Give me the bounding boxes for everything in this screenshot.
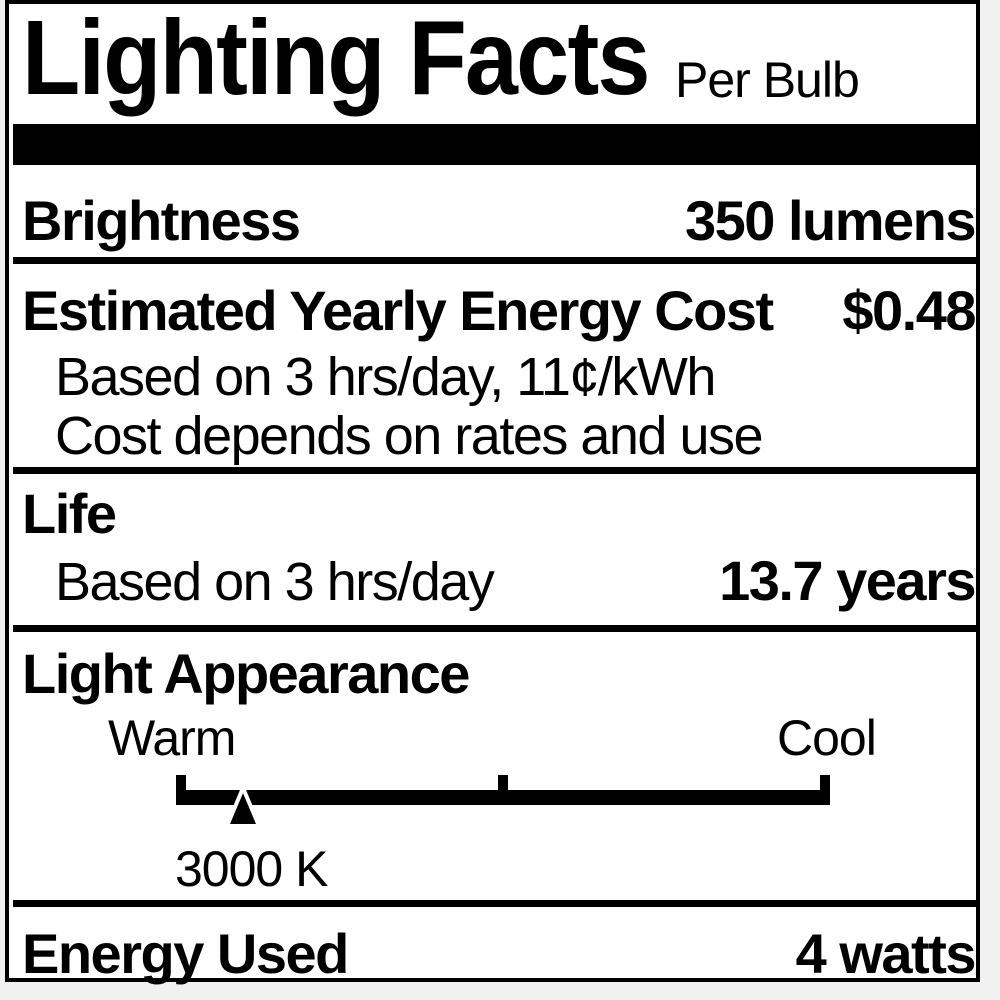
energy-cost-label: Estimated Yearly Energy Cost: [22, 279, 774, 342]
per-bulb-note: Per Bulb: [675, 52, 860, 108]
divider-after-energy-cost: [13, 467, 980, 474]
life-label: Life: [22, 482, 117, 545]
divider-after-light-appearance: [13, 900, 980, 907]
energy-cost-value: $0.48: [842, 279, 976, 342]
energy-cost-rates-note: Cost depends on rates and use: [55, 406, 764, 466]
warm-label: Warm: [108, 710, 236, 766]
brightness-label: Brightness: [22, 189, 301, 252]
title-separator-bar: [13, 124, 980, 165]
energy-used-label: Energy Used: [22, 922, 349, 985]
label-title: Lighting Facts: [22, 0, 650, 117]
light-appearance-label: Light Appearance: [22, 642, 470, 705]
energy-cost-row: Estimated Yearly Energy Cost $0.48: [22, 279, 976, 342]
life-basis-note: Based on 3 hrs/day: [55, 552, 495, 612]
divider-after-life: [13, 625, 980, 632]
divider-after-brightness: [13, 257, 980, 264]
scale-tick-cool-end: [820, 775, 830, 791]
scale-tick-middle: [498, 775, 508, 791]
brightness-value: 350 lumens: [684, 189, 977, 252]
kelvin-marker-icon: [223, 786, 262, 828]
energy-used-value: 4 watts: [795, 922, 977, 985]
lighting-facts-label: Lighting Facts Per Bulb Brightness 350 l…: [5, 0, 980, 982]
kelvin-value: 3000 K: [175, 841, 328, 897]
energy-cost-basis-note: Based on 3 hrs/day, 11¢/kWh: [55, 347, 716, 407]
cool-label: Cool: [777, 710, 877, 766]
brightness-row: Brightness 350 lumens: [22, 189, 977, 252]
scale-tick-warm-end: [176, 775, 186, 791]
life-row: Based on 3 hrs/day 13.7 years: [55, 549, 976, 612]
energy-used-row: Energy Used 4 watts: [22, 922, 977, 985]
kelvin-scale-bar: [176, 775, 830, 828]
life-value: 13.7 years: [719, 549, 976, 612]
